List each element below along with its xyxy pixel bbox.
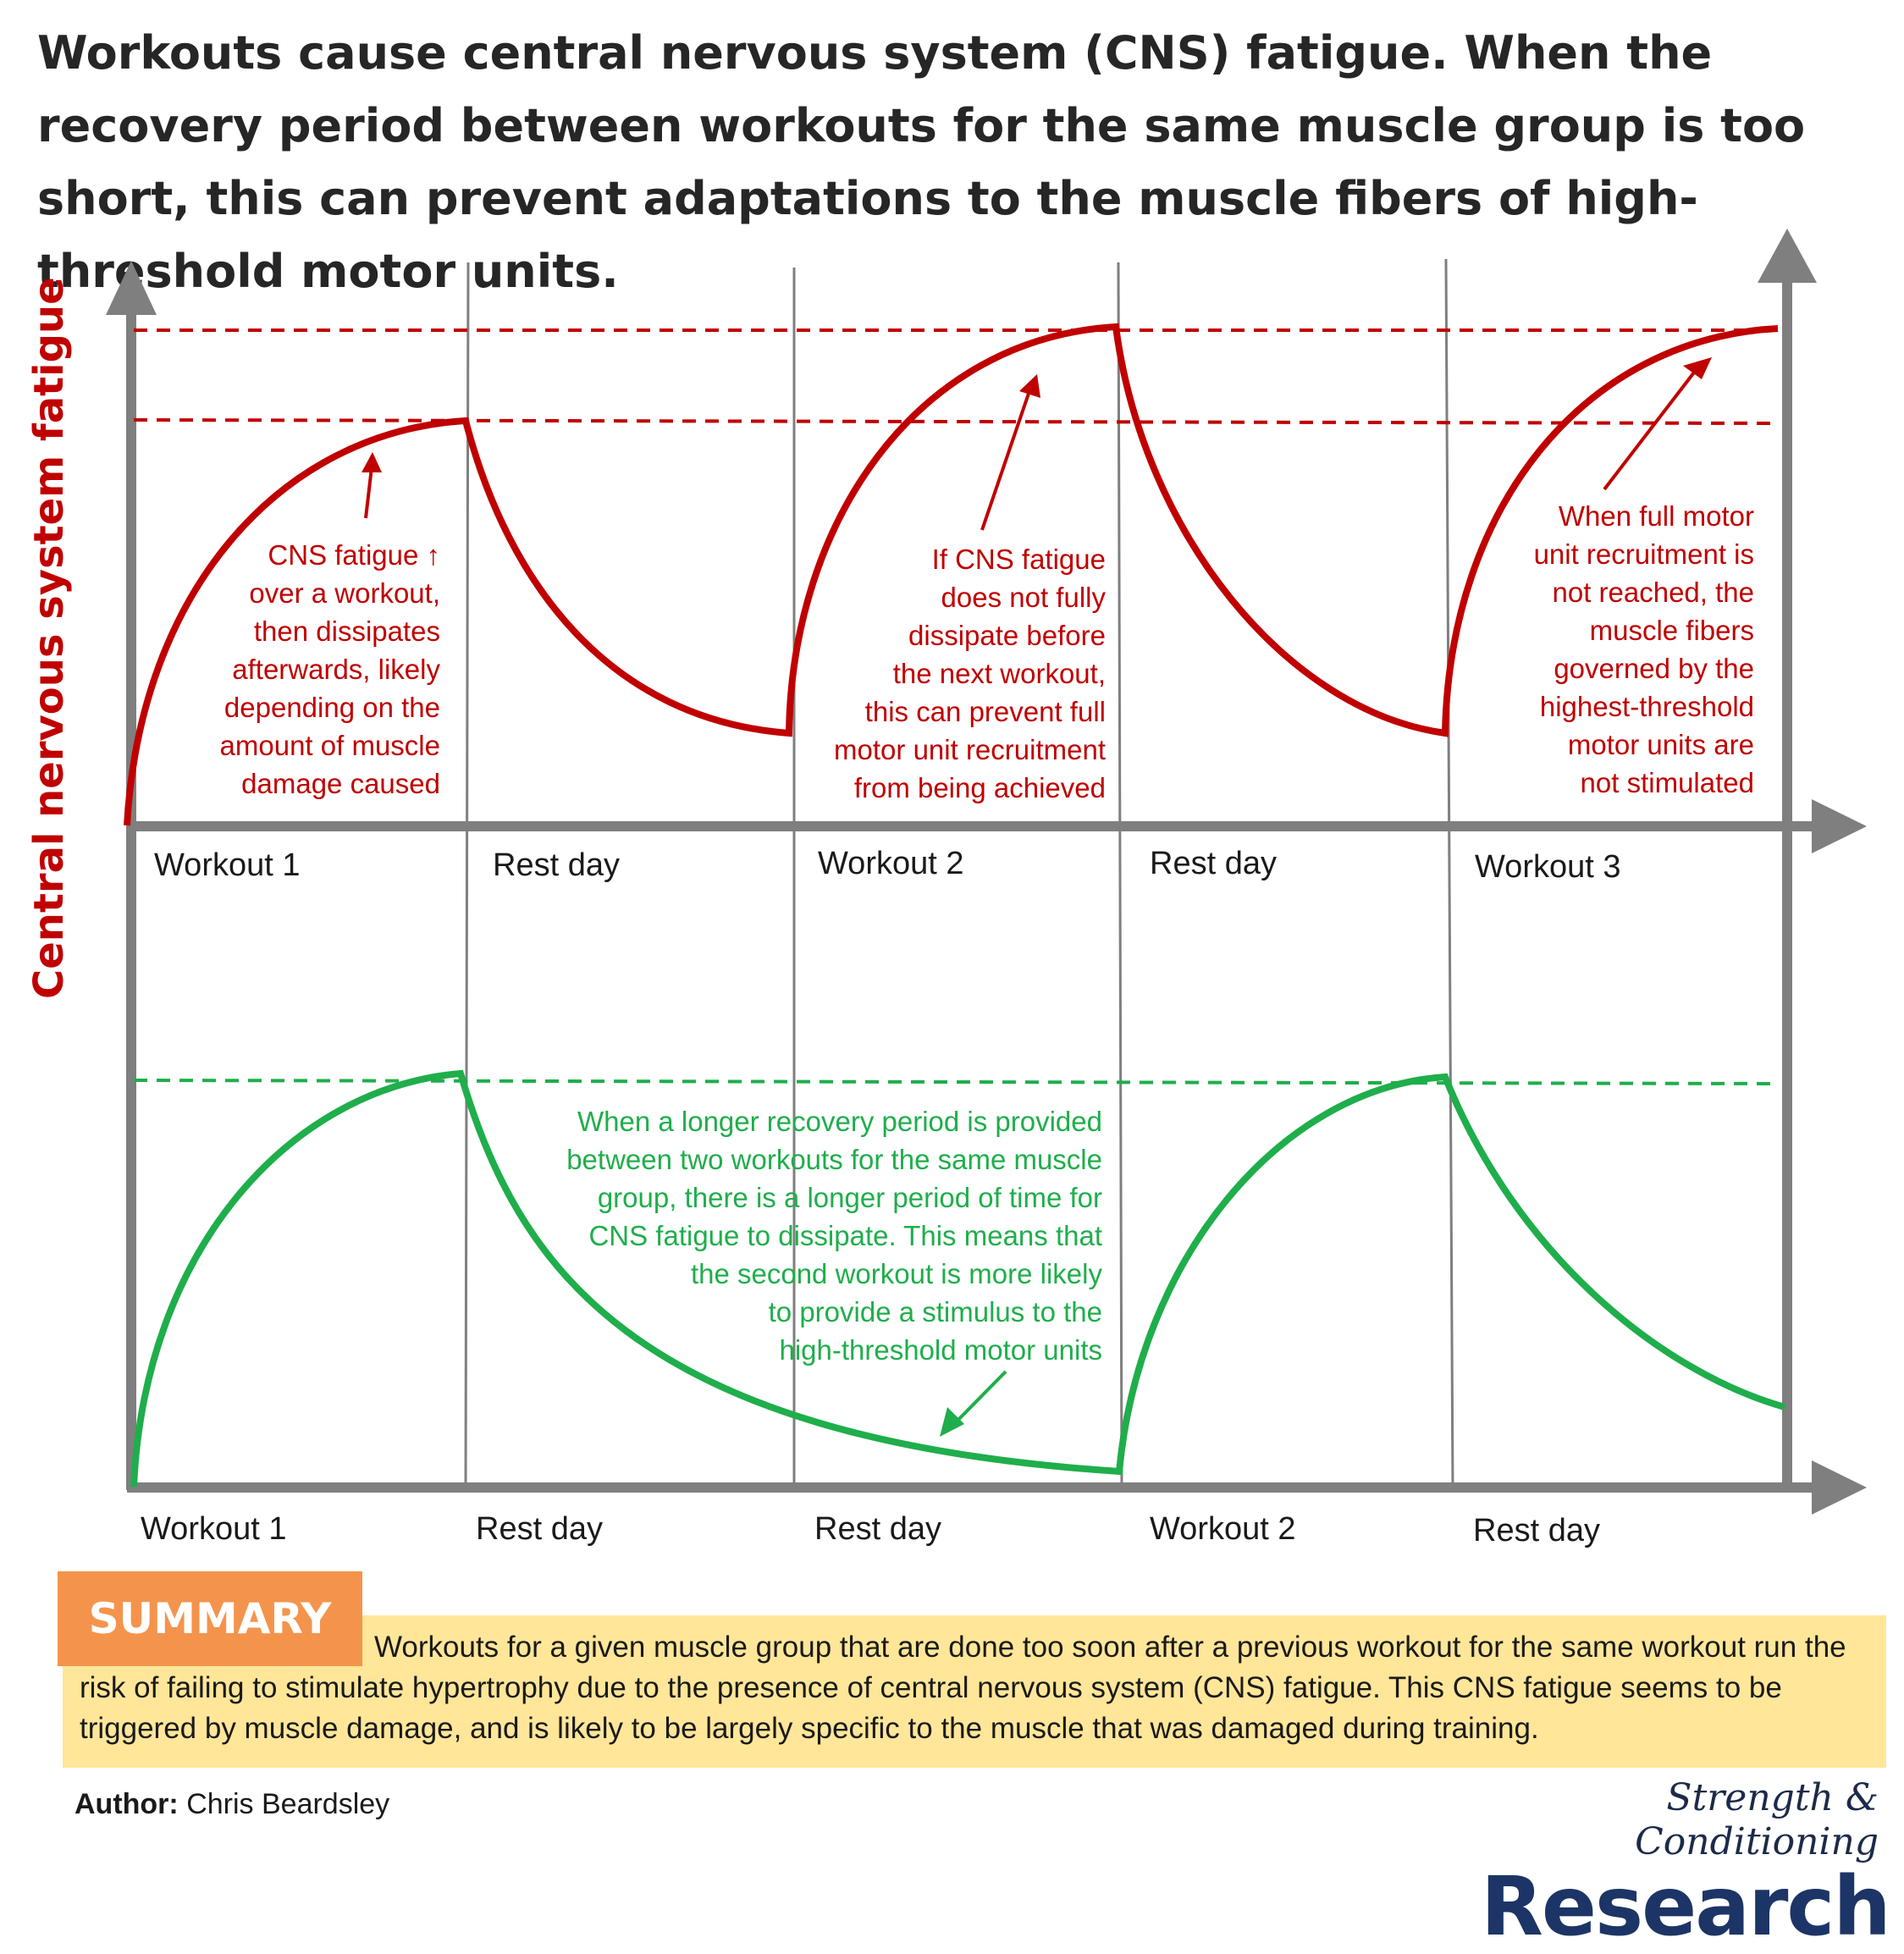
brand-logo: Strength & Conditioning Research — [1481, 1776, 1891, 1954]
top-label-rest-day-2: Rest day — [1150, 846, 1277, 881]
summary-tag: SUMMARY — [58, 1571, 362, 1666]
page-title: Workouts cause central nervous system (C… — [37, 26, 1806, 298]
note-incomplete-dissipation: If CNS fatigue does not fully dissipate … — [834, 544, 1106, 803]
top-x-axis-arrow — [1812, 799, 1867, 853]
bottom-x-axis-arrow — [1812, 1460, 1867, 1515]
red-fatigue-curve — [124, 323, 1779, 826]
bottom-x-axis — [127, 1460, 1867, 1515]
right-axis — [1758, 229, 1817, 1490]
red-annotation-arrows — [361, 357, 1712, 531]
green-fatigue-curve — [130, 1069, 1786, 1488]
bottom-label-rest-day-3: Rest day — [1473, 1513, 1600, 1548]
summary-text: Workouts for a given muscle group that a… — [80, 1631, 1846, 1745]
author-label: Author: — [75, 1788, 179, 1820]
summary-box — [63, 1615, 1886, 1768]
top-label-rest-day-1: Rest day — [493, 847, 620, 883]
divider-1 — [464, 262, 470, 1493]
divider-4 — [1444, 258, 1454, 1493]
bottom-label-workout-1: Workout 1 — [141, 1511, 287, 1547]
period-dividers — [464, 258, 1454, 1493]
note-longer-recovery: When a longer recovery period is provide… — [566, 1106, 1102, 1366]
divider-3 — [1117, 262, 1123, 1493]
top-label-workout-3: Workout 3 — [1475, 849, 1621, 885]
y-axis-label: Central nervous system fatigue — [25, 277, 73, 999]
author: Author: Chris Beardsley — [75, 1788, 389, 1821]
fatigue-diagram — [106, 229, 1867, 1515]
y-axis — [106, 261, 157, 1490]
author-name: Chris Beardsley — [186, 1788, 390, 1820]
note-motor-unit-recruitment: When full motor unit recruitment is not … — [1533, 500, 1754, 798]
top-label-workout-1: Workout 1 — [154, 847, 301, 883]
y-axis-arrow — [106, 261, 157, 315]
bottom-label-rest-day-2: Rest day — [814, 1511, 941, 1547]
logo-wordmark: Research — [1481, 1859, 1891, 1954]
note-cns-fatigue: CNS fatigue ↑ over a workout, then dissi… — [219, 539, 440, 799]
bottom-label-workout-2: Workout 2 — [1150, 1511, 1296, 1547]
top-x-axis — [127, 799, 1867, 853]
logo-script-text: Strength & Conditioning — [1635, 1776, 1879, 1863]
right-axis-arrow — [1758, 229, 1817, 283]
green-annotation-arrow — [940, 1370, 1007, 1437]
red-reference-lines — [133, 328, 1777, 425]
red-peak-line-low — [133, 418, 1777, 425]
bottom-label-rest-day-1: Rest day — [476, 1511, 603, 1547]
top-label-workout-2: Workout 2 — [818, 846, 964, 881]
green-peak-line — [133, 1079, 1777, 1085]
